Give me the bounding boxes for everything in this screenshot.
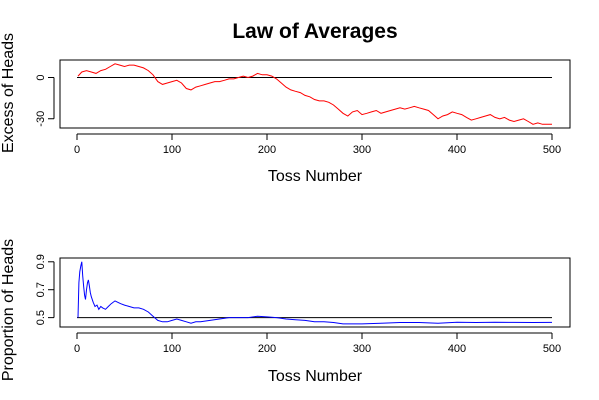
excess-y-label: Excess of Heads <box>0 33 17 153</box>
proportion-x-tick-label: 0 <box>74 343 80 355</box>
excess-plot-frame <box>59 59 571 129</box>
proportion-x-tick-label: 500 <box>543 343 561 355</box>
excess-x-tick-label: 200 <box>258 144 276 156</box>
excess-heads-panel: Excess of Heads Toss Number 0 100 200 300 40… <box>0 33 571 185</box>
excess-y-tick-label: -30 <box>35 111 47 127</box>
proportion-x-label: Toss Number <box>268 368 363 385</box>
excess-y-tick-label: 0 <box>35 74 47 80</box>
proportion-x-tick-label: 400 <box>448 343 466 355</box>
proportion-series-line <box>77 261 553 325</box>
proportion-plot-frame <box>59 257 571 328</box>
excess-x-label: Toss Number <box>268 168 363 185</box>
proportion-x-tick-label: 100 <box>163 343 181 355</box>
proportion-y-tick-label: 0.7 <box>35 282 47 297</box>
excess-series-line <box>77 63 552 125</box>
proportion-x-tick-label: 200 <box>258 343 276 355</box>
excess-x-tick-label: 400 <box>448 144 466 156</box>
excess-x-tick-label: 0 <box>74 144 80 156</box>
proportion-heads-panel: Proportion of Heads Toss Number 0 100 200 3… <box>0 239 571 385</box>
proportion-x-tick-label: 300 <box>353 343 371 355</box>
excess-x-tick-label: 100 <box>163 144 181 156</box>
figure-title: Law of Averages <box>232 20 397 43</box>
excess-x-tick-label: 300 <box>353 144 371 156</box>
proportion-y-tick-label: 0.5 <box>35 310 47 325</box>
proportion-y-label: Proportion of Heads <box>0 239 17 381</box>
proportion-y-tick-label: 0.9 <box>35 254 47 269</box>
excess-x-tick-label: 500 <box>543 144 561 156</box>
